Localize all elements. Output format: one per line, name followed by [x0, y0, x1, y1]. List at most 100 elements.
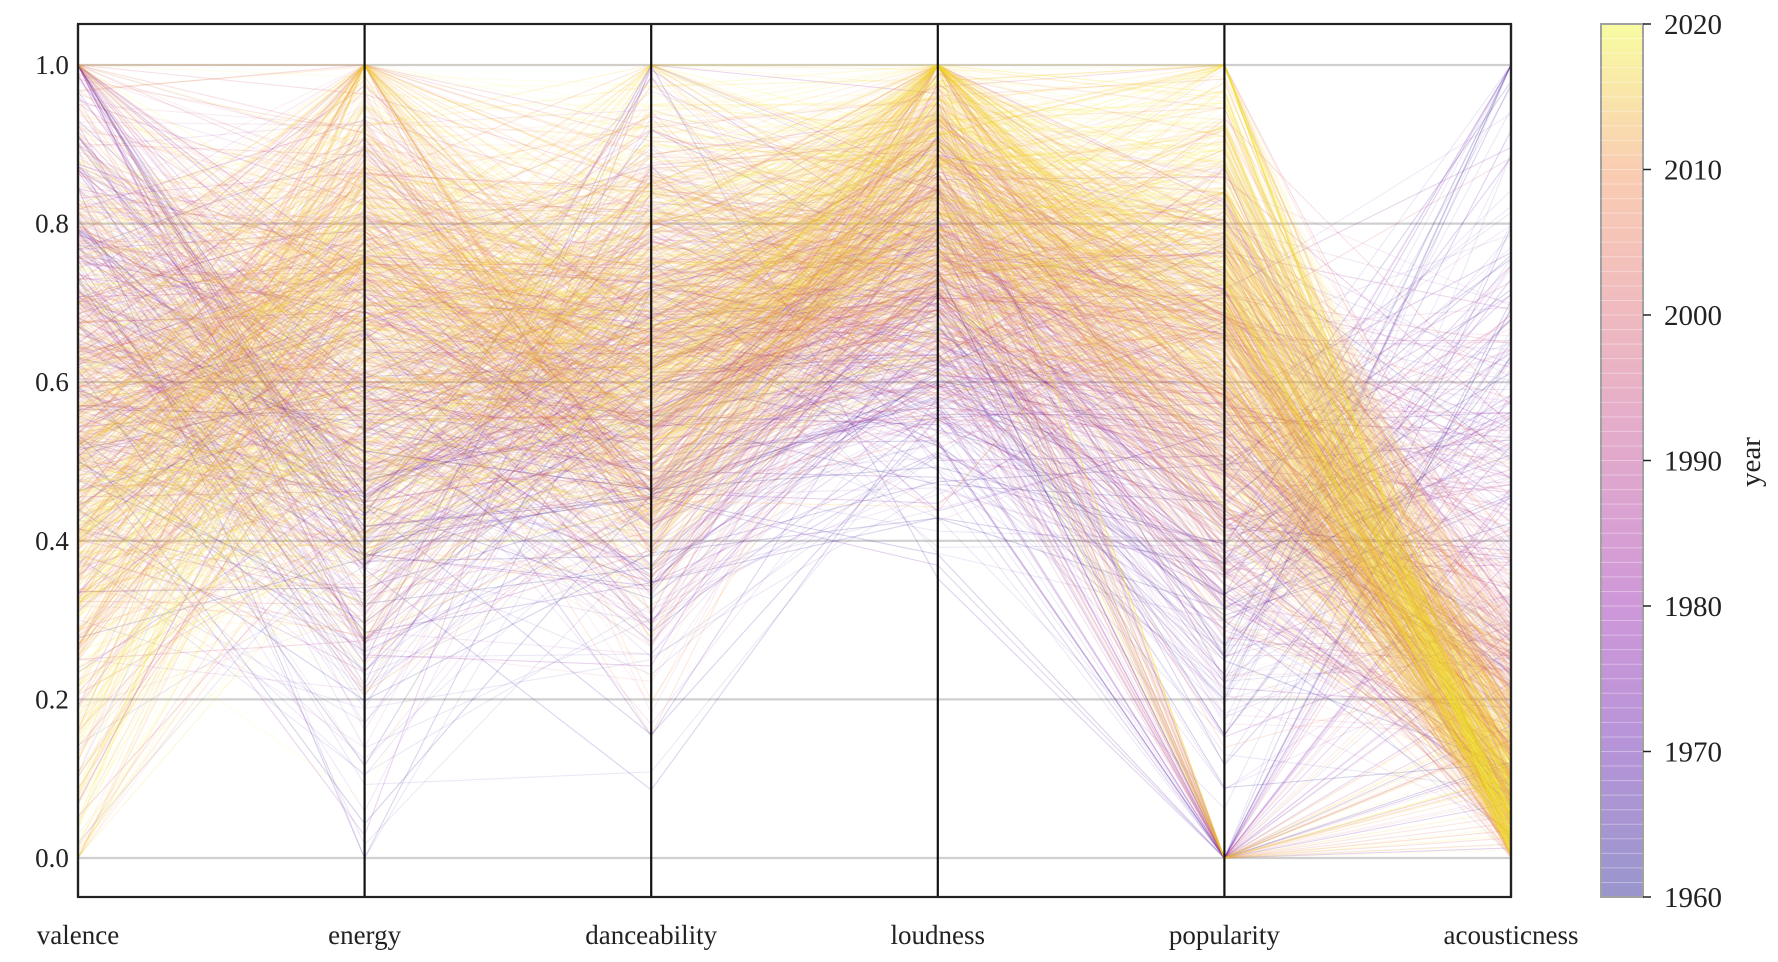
- data-line: [78, 250, 1511, 844]
- data-line: [78, 202, 1511, 778]
- data-line: [78, 64, 1511, 647]
- data-line: [78, 213, 1511, 853]
- data-line: [78, 283, 1511, 791]
- data-line: [78, 64, 1511, 703]
- data-line: [78, 306, 1511, 805]
- data-line: [78, 126, 1511, 757]
- data-line: [78, 236, 1511, 847]
- data-line: [78, 81, 1511, 753]
- data-line: [78, 196, 1511, 720]
- data-line: [78, 64, 1511, 707]
- data-line: [78, 75, 1511, 857]
- data-line: [78, 270, 1511, 643]
- data-line: [78, 64, 1511, 633]
- data-line: [78, 64, 1511, 634]
- data-line: [78, 146, 1511, 562]
- data-line: [78, 133, 1511, 581]
- data-line: [78, 146, 1511, 824]
- data-line: [78, 333, 1511, 583]
- data-line: [78, 186, 1511, 396]
- data-line: [78, 202, 1511, 686]
- data-line: [78, 64, 1511, 782]
- data-line: [78, 356, 1511, 860]
- data-line: [78, 261, 1511, 726]
- data-line: [78, 72, 1511, 727]
- data-line: [78, 175, 1511, 784]
- data-line: [78, 246, 1511, 709]
- data-line: [78, 201, 1511, 743]
- data-line: [78, 193, 1511, 796]
- data-line: [78, 292, 1511, 587]
- data-line: [78, 212, 1511, 842]
- data-line: [78, 171, 1511, 676]
- data-line: [78, 221, 1511, 732]
- data-line: [78, 170, 1511, 772]
- data-line: [78, 217, 1511, 628]
- data-line: [78, 148, 1511, 799]
- data-line: [78, 164, 1511, 626]
- data-line: [78, 159, 1511, 591]
- data-line: [78, 360, 1511, 648]
- data-line: [78, 64, 1511, 781]
- data-line: [78, 265, 1511, 858]
- data-line: [78, 229, 1511, 699]
- data-line: [78, 238, 1511, 743]
- data-line: [78, 194, 1511, 473]
- data-line: [78, 64, 1511, 600]
- data-line: [78, 64, 1511, 732]
- data-line: [78, 64, 1511, 856]
- data-line: [78, 64, 1511, 778]
- data-line: [78, 253, 1511, 621]
- data-line: [78, 147, 1511, 850]
- data-line: [78, 128, 1511, 660]
- data-line: [78, 223, 1511, 859]
- data-line: [78, 310, 1511, 735]
- data-line: [78, 101, 1511, 832]
- data-line: [78, 226, 1511, 799]
- data-line: [78, 64, 1511, 844]
- data-line: [78, 241, 1511, 826]
- data-line: [78, 64, 1511, 850]
- data-line: [78, 202, 1511, 690]
- data-line: [78, 325, 1511, 622]
- data-line: [78, 149, 1511, 856]
- data-line: [78, 64, 1511, 787]
- data-line: [78, 289, 1511, 643]
- data-line: [78, 127, 1511, 752]
- data-line: [78, 283, 1511, 657]
- data-line: [78, 228, 1511, 744]
- data-line: [78, 72, 1511, 614]
- data-line: [78, 115, 1511, 592]
- data-line: [78, 64, 1511, 855]
- data-line: [78, 103, 1511, 684]
- data-line: [78, 170, 1511, 772]
- data-line: [78, 228, 1511, 660]
- data-line: [78, 191, 1511, 626]
- data-line: [78, 132, 1511, 799]
- data-line: [78, 125, 1511, 822]
- data-line: [78, 109, 1511, 602]
- data-line: [78, 313, 1511, 789]
- data-line: [78, 174, 1511, 469]
- data-line: [78, 64, 1511, 703]
- data-line: [78, 67, 1511, 727]
- data-line: [78, 64, 1511, 545]
- data-line: [78, 64, 1511, 739]
- data-line: [78, 113, 1511, 779]
- data-line: [78, 357, 1511, 545]
- data-line: [78, 197, 1511, 577]
- data-line: [78, 312, 1511, 790]
- data-line: [78, 336, 1511, 622]
- data-line: [78, 250, 1511, 749]
- data-line: [78, 64, 1511, 656]
- data-line: [78, 208, 1511, 786]
- data-line: [78, 241, 1511, 846]
- data-line: [78, 287, 1511, 710]
- data-line: [78, 195, 1511, 605]
- data-line: [78, 179, 1511, 856]
- data-line: [78, 252, 1511, 458]
- data-line: [78, 68, 1511, 847]
- data-line: [78, 64, 1511, 760]
- data-line: [78, 121, 1511, 827]
- data-line: [78, 141, 1511, 802]
